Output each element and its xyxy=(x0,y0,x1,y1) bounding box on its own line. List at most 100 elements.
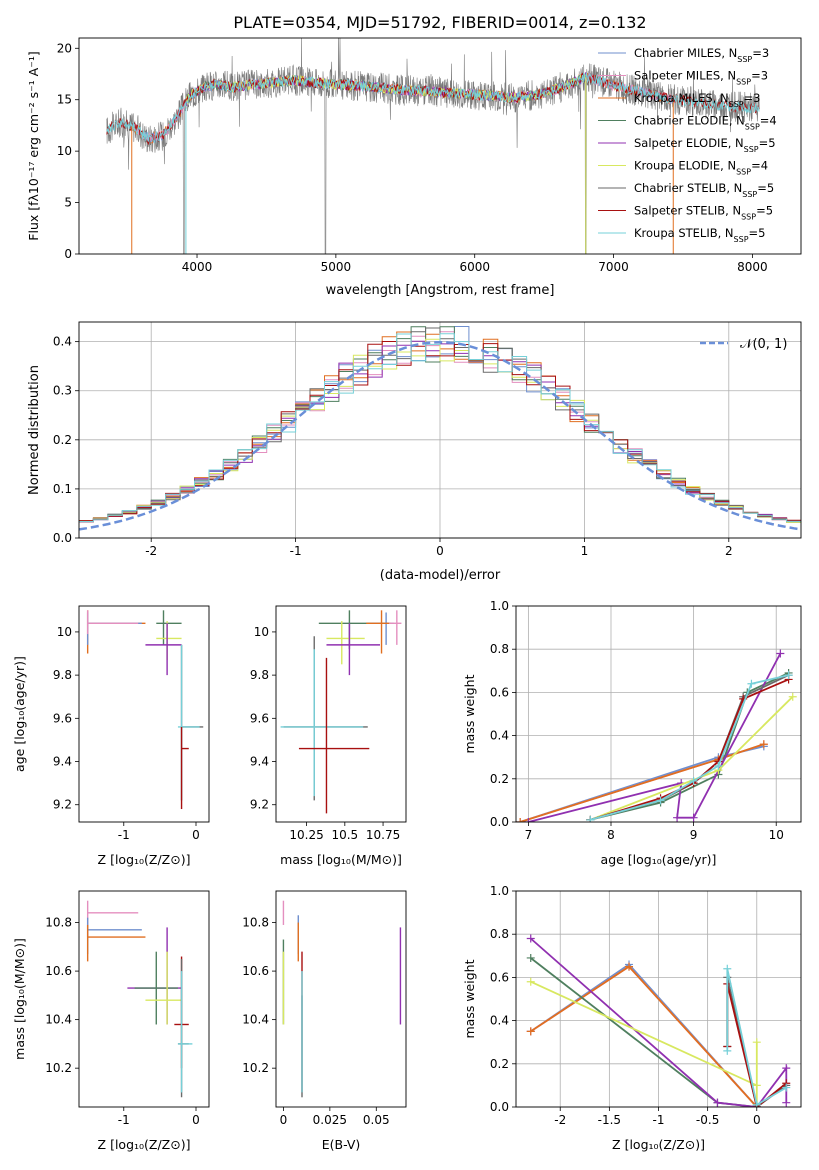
weight-vs-age-point-marker xyxy=(784,671,793,680)
weight-vs-Z-ytick-label: 0.2 xyxy=(490,1057,509,1071)
age-vs-mass-ytick-label: 9.6 xyxy=(250,711,269,725)
spectrum-xtick-label: 4000 xyxy=(182,260,213,274)
weight-vs-age-ytick-label: 0.4 xyxy=(490,729,509,743)
age-vs-Z-xlabel: Z [log₁₀(Z/Z⊙)] xyxy=(98,852,191,867)
residual-histogram xyxy=(79,326,801,523)
weight-vs-age-frame xyxy=(515,605,802,823)
mass-vs-Z-xtick-label: 0 xyxy=(192,1113,200,1127)
spectrum-ytick-label: 0 xyxy=(64,247,72,261)
residuals-ytick-label: 0.3 xyxy=(53,384,72,398)
weight-vs-Z-xtick-label: 0 xyxy=(753,1113,761,1127)
weight-vs-age-series-line xyxy=(589,696,794,821)
mass-vs-Z-ytick-label: 10.6 xyxy=(45,964,72,978)
weight-vs-age-ylabel: mass weight xyxy=(462,674,477,753)
spectrum-xtick-label: 5000 xyxy=(321,260,352,274)
weight-vs-age-series-line xyxy=(590,678,789,821)
residuals-ylabel: Normed distribution xyxy=(27,365,42,495)
weight-vs-Z-ytick-label: 0.4 xyxy=(490,1014,509,1028)
age-vs-mass-xtick-label: 10.25 xyxy=(289,828,323,842)
weight-vs-Z-point-marker xyxy=(782,1083,791,1092)
weight-vs-age-point-marker xyxy=(714,761,723,770)
age-vs-Z-ytick-label: 9.4 xyxy=(53,755,72,769)
mass-vs-ebv-xtick-label: 0.025 xyxy=(313,1113,347,1127)
legend-label: Chabrier MILES, NSSP=3 xyxy=(634,46,769,64)
weight-vs-Z-series-line xyxy=(726,968,787,1107)
age-vs-Z-axes: -1 0 9.2 9.4 9.6 9.8 10 Z [log₁₀(Z/Z⊙)] age [log… xyxy=(12,605,210,867)
spectrum-xtick-label: 7000 xyxy=(598,260,629,274)
age-vs-Z-plot xyxy=(86,610,204,810)
age-vs-mass-ytick-label: 9.2 xyxy=(250,798,269,812)
weight-vs-age-point-marker xyxy=(747,679,756,688)
weight-vs-age-xtick-label: 8 xyxy=(607,828,615,842)
mass-vs-ebv-ytick-label: 10.8 xyxy=(242,916,269,930)
weight-vs-Z-xtick-label: -1 xyxy=(653,1113,665,1127)
legend-label: Chabrier ELODIE, NSSP=4 xyxy=(634,114,777,132)
weight-vs-age-ytick-label: 0.6 xyxy=(490,685,509,699)
mass-vs-Z-ytick-label: 10.2 xyxy=(45,1061,72,1075)
legend-label: Salpeter ELODIE, NSSP=5 xyxy=(634,136,776,154)
weight-vs-age-series-line xyxy=(590,674,789,821)
spectrum-axes: 4000 5000 6000 7000 8000 0 5 10 15 20 wavelength [… xyxy=(26,37,802,298)
legend-label: Salpeter MILES, NSSP=3 xyxy=(634,69,768,87)
weight-vs-Z-ytick-label: 1.0 xyxy=(490,884,509,898)
weight-vs-Z-point-marker xyxy=(782,1098,791,1107)
residuals-xtick-label: -1 xyxy=(290,544,302,558)
weight-vs-Z-point-marker xyxy=(713,1098,722,1107)
age-vs-Z-xtick-label: -1 xyxy=(118,828,130,842)
age-vs-Z-ytick-label: 10 xyxy=(57,625,72,639)
residual-histogram xyxy=(79,327,801,523)
weight-vs-age-point-marker xyxy=(524,818,533,822)
spectrum-ytick-label: 10 xyxy=(57,144,72,158)
age-vs-mass-xlabel: mass [log₁₀(M/M⊙)] xyxy=(280,852,402,867)
spectrum-data-line xyxy=(106,38,760,254)
mass-vs-Z-frame xyxy=(78,890,210,1108)
mass-vs-Z-ytick-label: 10.8 xyxy=(45,916,72,930)
spectrum-xtick-label: 6000 xyxy=(459,260,490,274)
residuals-xtick-label: 2 xyxy=(725,544,733,558)
legend-label: Chabrier STELIB, NSSP=5 xyxy=(634,181,774,199)
weight-vs-age-point-marker xyxy=(516,818,525,822)
weight-vs-age-axes: 7 8 9 10 0.0 0.2 0.4 0.6 0.8 1.0 age [log₁₀(age/yr… xyxy=(462,599,802,867)
weight-vs-Z-xtick-label: -1.5 xyxy=(598,1113,621,1127)
weight-vs-Z-point-marker xyxy=(752,1081,761,1090)
mass-vs-ebv-plot xyxy=(282,900,402,1098)
residuals-ytick-label: 0.1 xyxy=(53,482,72,496)
spectrum-frame xyxy=(78,37,802,255)
residuals-plot xyxy=(79,326,801,531)
weight-vs-Z-point-marker xyxy=(752,1100,761,1107)
weight-vs-age-series-line xyxy=(528,653,782,822)
residuals-xtick-label: 1 xyxy=(581,544,589,558)
weight-vs-age-point-marker xyxy=(586,815,595,822)
weight-vs-Z-point-marker xyxy=(723,1046,732,1055)
mass-vs-ebv-axes: 0 0.025 0.05 10.2 10.4 10.6 10.8 E(B-V) xyxy=(242,890,407,1152)
mass-vs-Z-ytick-label: 10.4 xyxy=(45,1013,72,1027)
residual-histogram xyxy=(79,338,801,523)
legend-label: Kroupa STELIB, NSSP=5 xyxy=(634,226,765,244)
weight-vs-Z-axes: -2 -1.5 -1 -0.5 0 0.0 0.2 0.4 0.6 0.8 1.0 Z [log₁₀(… xyxy=(462,884,802,1152)
residuals-xtick-label: -2 xyxy=(145,544,157,558)
mass-vs-ebv-xtick-label: 0.05 xyxy=(363,1113,390,1127)
weight-vs-age-point-marker xyxy=(788,692,797,701)
spectrum-ytick-label: 15 xyxy=(57,93,72,107)
spectrum-xlabel: wavelength [Angstrom, rest frame] xyxy=(326,283,555,298)
age-vs-mass-axes: 10.25 10.5 10.75 9.2 9.4 9.6 9.8 10 mass [log₁₀(… xyxy=(250,605,407,867)
spectrum-ytick-label: 20 xyxy=(57,41,72,55)
age-vs-mass-ytick-label: 9.4 xyxy=(250,755,269,769)
weight-vs-age-point-marker xyxy=(656,796,665,805)
residuals-ytick-label: 0.4 xyxy=(53,335,72,349)
age-vs-Z-frame xyxy=(78,605,210,823)
age-vs-mass-plot xyxy=(280,610,402,814)
mass-vs-Z-axes: -1 0 10.2 10.4 10.6 10.8 Z [log₁₀(Z/Z⊙)] mass [… xyxy=(12,890,210,1152)
weight-vs-age-point-marker xyxy=(776,649,785,658)
age-vs-Z-ytick-label: 9.6 xyxy=(53,711,72,725)
residuals-xtick-label: 0 xyxy=(436,544,444,558)
weight-vs-Z-ytick-label: 0.8 xyxy=(490,927,509,941)
age-vs-Z-xtick-label: 0 xyxy=(192,828,200,842)
weight-vs-Z-point-marker xyxy=(782,1064,791,1073)
legend-label: Kroupa ELODIE, NSSP=4 xyxy=(634,159,768,177)
age-vs-mass-ytick-label: 10 xyxy=(254,625,269,639)
spectrum-ylabel: Flux [fλ10⁻¹⁷ erg cm⁻² s⁻¹ A⁻¹] xyxy=(26,51,41,240)
residuals-xlabel: (data-model)/error xyxy=(380,568,501,583)
